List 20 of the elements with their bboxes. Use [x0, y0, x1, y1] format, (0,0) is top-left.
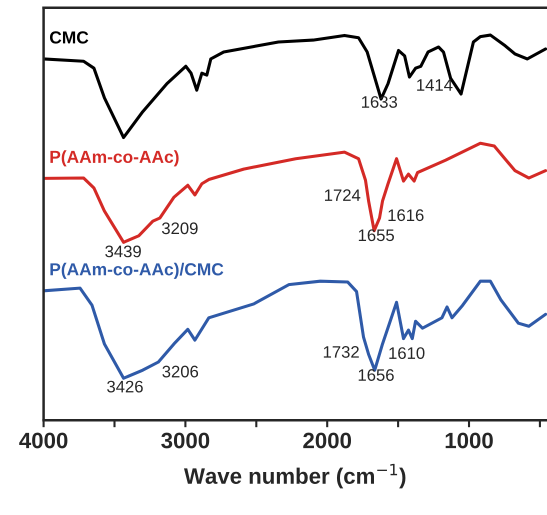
annotation: 3206 — [162, 366, 198, 378]
annotation: 1414 — [417, 79, 452, 91]
x-tick-label: 1000 — [446, 432, 493, 448]
annotation: 1656 — [358, 369, 394, 381]
annotation: 1655 — [358, 229, 394, 242]
series-label: P(AAm-co-AAc)/CMC — [50, 262, 224, 279]
series-label: CMC — [50, 31, 88, 44]
annotation: 1633 — [362, 96, 398, 108]
annotation: 3439 — [105, 246, 141, 258]
x-tick-label: 3000 — [161, 432, 210, 448]
annotation: 3209 — [162, 222, 198, 234]
annotation: 1616 — [388, 209, 424, 222]
x-axis-title: Wave number (cm$^{−1}$) — [184, 464, 406, 488]
annotation: 3426 — [107, 380, 143, 393]
annotation: 1724 — [324, 189, 360, 201]
series-label: P(AAm-co-AAc) — [50, 150, 179, 166]
annotation: 1610 — [389, 347, 424, 359]
x-tick-label: 4000 — [19, 432, 68, 448]
x-tick-label: 2000 — [303, 432, 352, 448]
annotation: 1732 — [324, 346, 359, 358]
